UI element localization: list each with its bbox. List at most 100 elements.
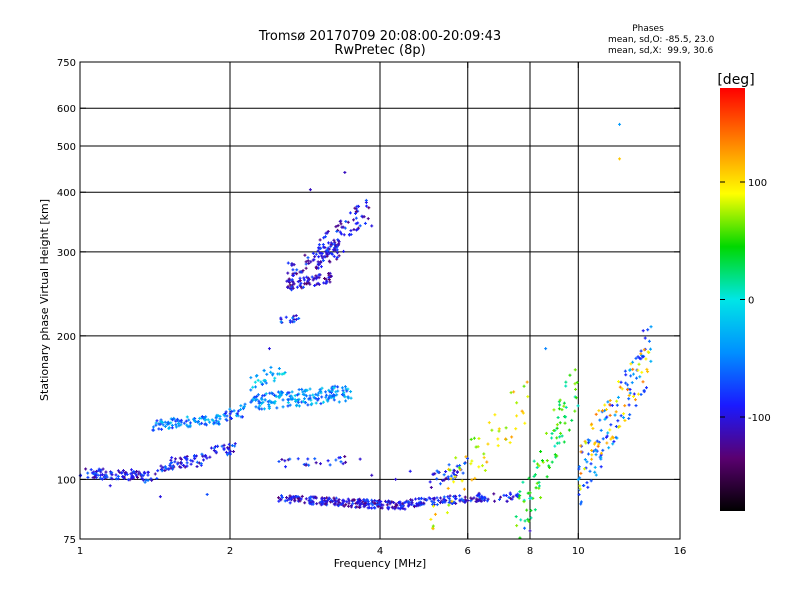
- echo-point: [464, 455, 468, 459]
- echo-point: [616, 395, 620, 399]
- echo-point: [343, 395, 347, 399]
- echo-point: [151, 425, 155, 429]
- echo-point: [532, 459, 536, 463]
- echo-point: [341, 462, 345, 466]
- echo-point: [293, 498, 297, 502]
- echo-point: [334, 458, 338, 462]
- echo-point: [356, 221, 360, 225]
- echo-point: [603, 417, 607, 421]
- echo-point: [346, 387, 350, 391]
- echo-point: [193, 419, 197, 423]
- echo-point: [196, 419, 200, 423]
- echo-point: [586, 441, 590, 445]
- echo-point: [377, 499, 381, 503]
- echo-point: [354, 210, 358, 214]
- echo-point: [458, 499, 462, 503]
- echo-point: [532, 474, 536, 478]
- echo-point: [306, 403, 310, 407]
- echo-point: [205, 492, 209, 496]
- echo-point: [344, 460, 348, 464]
- echo-point: [432, 501, 436, 505]
- echo-point: [547, 466, 551, 470]
- echo-point: [649, 347, 653, 351]
- echo-point: [545, 475, 549, 479]
- echo-point: [576, 404, 580, 408]
- echo-point: [216, 414, 220, 418]
- echo-point: [567, 428, 571, 432]
- echo-point: [638, 356, 642, 360]
- echo-point: [545, 459, 549, 463]
- echo-point: [160, 427, 164, 431]
- echo-point: [317, 273, 321, 277]
- echo-point: [294, 314, 298, 318]
- echo-point: [163, 465, 167, 469]
- colorbar-tick-label: -100: [748, 413, 771, 424]
- echo-point: [646, 328, 650, 332]
- echo-point: [520, 409, 524, 413]
- echo-point: [321, 502, 325, 506]
- echo-point: [302, 397, 306, 401]
- echo-point: [522, 384, 526, 388]
- echo-point: [175, 417, 179, 421]
- echo-point: [339, 460, 343, 464]
- echo-point: [356, 227, 360, 231]
- echo-point: [555, 454, 559, 458]
- echo-point: [508, 441, 512, 445]
- echo-point: [349, 229, 353, 233]
- echo-point: [224, 450, 228, 454]
- echo-point: [401, 506, 405, 510]
- echo-point: [333, 247, 337, 251]
- x-tick-label: 1: [77, 546, 83, 557]
- echo-point: [622, 416, 626, 420]
- echo-point: [340, 225, 344, 229]
- echo-point: [336, 385, 340, 389]
- echo-point: [562, 401, 566, 405]
- echo-point: [595, 439, 599, 443]
- echo-point: [645, 367, 649, 371]
- echo-point: [320, 395, 324, 399]
- echo-point: [375, 503, 379, 507]
- echo-point: [239, 415, 243, 419]
- echo-point: [296, 400, 300, 404]
- grid-lines: [80, 62, 680, 539]
- echo-point: [343, 170, 347, 174]
- echo-point: [232, 409, 236, 413]
- echo-point: [361, 500, 365, 504]
- echo-point: [646, 370, 650, 374]
- echo-point: [189, 458, 193, 462]
- echo-point: [518, 490, 522, 494]
- echo-point: [487, 421, 491, 425]
- echo-point: [515, 414, 519, 418]
- echo-point: [367, 206, 371, 210]
- echo-point: [129, 468, 133, 472]
- echo-point: [286, 401, 290, 405]
- echo-point: [199, 462, 203, 466]
- echo-point: [539, 450, 543, 454]
- echo-point: [204, 422, 208, 426]
- echo-point: [644, 386, 648, 390]
- y-tick-label: 750: [57, 58, 76, 69]
- echo-point: [150, 478, 154, 482]
- echo-point: [158, 495, 162, 499]
- echo-point: [319, 389, 323, 393]
- echo-point: [616, 419, 620, 423]
- echo-point: [320, 386, 324, 390]
- echo-point: [365, 204, 369, 208]
- echo-point: [262, 368, 266, 372]
- echo-point: [370, 498, 374, 502]
- echo-point: [264, 392, 268, 396]
- echo-point: [311, 502, 315, 506]
- echo-point: [454, 456, 458, 460]
- echo-point: [121, 469, 125, 473]
- echo-point: [544, 431, 548, 435]
- echo-point: [125, 472, 129, 476]
- echo-point: [438, 482, 442, 486]
- echo-point: [550, 436, 554, 440]
- echo-point: [512, 390, 516, 394]
- echo-point: [605, 415, 609, 419]
- echo-point: [452, 480, 456, 484]
- echo-point: [173, 457, 177, 461]
- echo-point: [628, 391, 632, 395]
- echo-point: [579, 471, 583, 475]
- echo-point: [521, 480, 525, 484]
